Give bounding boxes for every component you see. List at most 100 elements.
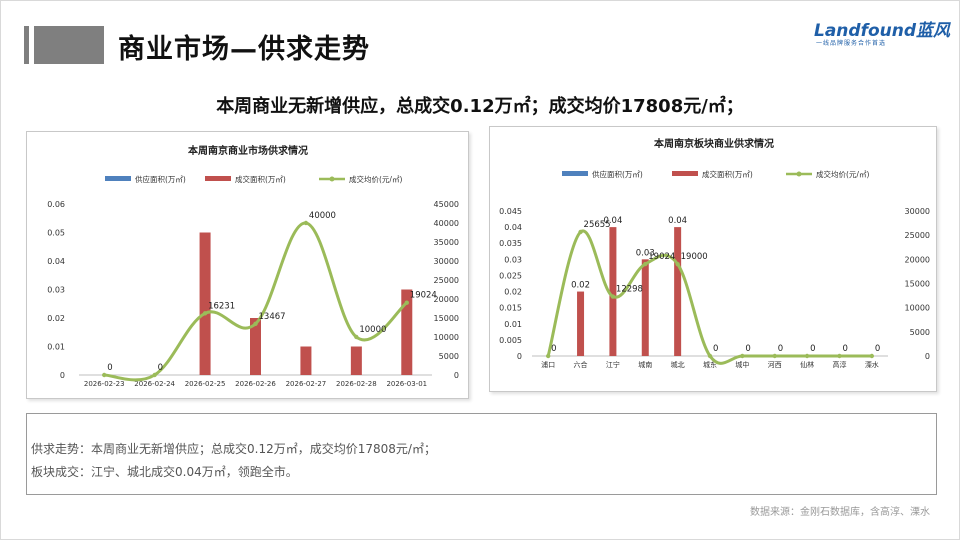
city-price-label: 40000 [309, 211, 336, 221]
district-deal-bar [577, 291, 585, 356]
city-price-point [102, 372, 107, 378]
headline: 本周商业无新增供应，总成交0.12万㎡；成交均价17808元/㎡； [216, 96, 744, 117]
district-price-label: 0 [778, 344, 783, 354]
district-price-point [772, 353, 777, 359]
district-legend-label-0: 供应面积(万㎡) [592, 169, 643, 179]
district-x-tick: 河西 [768, 361, 782, 369]
city-x-tick: 2026-03-01 [386, 380, 427, 388]
city-y-tick: 0.01 [47, 343, 65, 352]
district-price-point [869, 353, 875, 359]
district-price-point [707, 353, 713, 359]
city-price-point [404, 300, 409, 305]
city-deal-bar [401, 289, 413, 375]
logo-wordmark: Landfound蓝风 [814, 21, 951, 41]
title-accent-bar [24, 26, 104, 64]
city-y-tick: 0.06 [47, 200, 65, 209]
district-y2-tick: 0 [925, 352, 930, 361]
city-deal-bar [300, 346, 312, 375]
city-y2-tick: 25000 [434, 276, 459, 285]
district-y-tick: 0.015 [499, 304, 522, 313]
district-legend-label-2: 成交均价(元/㎡) [816, 169, 869, 179]
city-legend-marker-price [329, 176, 335, 182]
district-price-point [578, 229, 583, 235]
district-y2-tick: 10000 [905, 304, 930, 313]
district-price-point [643, 261, 648, 267]
district-legend-swatch-supply [562, 171, 588, 176]
city-y2-tick: 35000 [434, 238, 459, 247]
city-price-point [152, 372, 157, 378]
city-y2-tick: 30000 [434, 257, 459, 266]
city-x-tick: 2026-02-25 [185, 380, 226, 388]
district-deal-bar [609, 227, 617, 356]
district-y-tick: 0.035 [499, 239, 522, 248]
district-legend-label-1: 成交面积(万㎡) [702, 169, 753, 179]
city-x-tick: 2026-02-27 [286, 380, 327, 388]
district-x-tick: 城东 [703, 360, 717, 369]
district-x-tick: 城中 [735, 360, 749, 369]
city-y-tick: 0.02 [47, 314, 65, 323]
district-x-tick: 溧水 [865, 360, 879, 369]
district-y-tick: 0.01 [504, 320, 522, 329]
summary-district-deals: 板块成交：江宁、城北成交0.04万㎡，领跑全市。 [31, 465, 298, 479]
district-deal-bar-label: 0.04 [668, 216, 687, 226]
district-y2-tick: 15000 [905, 280, 930, 289]
city-y2-tick: 10000 [434, 333, 459, 342]
city-y2-tick: 0 [454, 371, 459, 380]
district-price-point [675, 261, 680, 267]
city-price-label: 19024 [410, 291, 437, 301]
data-source-note: 数据来源：金刚石数据库，含高淳、溧水 [750, 507, 930, 518]
district-x-tick: 六合 [574, 360, 588, 369]
district-deal-bar [641, 259, 649, 356]
district-x-tick: 城南 [638, 360, 652, 369]
city-legend-swatch-supply [105, 176, 131, 181]
city-x-tick: 2026-02-23 [84, 380, 125, 388]
district-price-point [545, 353, 551, 359]
district-price-point [740, 353, 745, 359]
district-price-label: 0 [713, 344, 718, 354]
district-deal-bar [674, 227, 682, 356]
city-price-point [303, 220, 309, 226]
city-y2-tick: 20000 [434, 295, 459, 304]
district-deal-bar-label: 0.04 [603, 216, 622, 226]
page-title: 商业市场—供求走势 [118, 34, 370, 65]
city-price-label: 13467 [259, 312, 286, 322]
city-deal-bar [250, 318, 261, 375]
city-legend-label-2: 成交均价(元/㎡) [349, 174, 402, 184]
logo-tagline: 一线品牌服务合作首选 [816, 40, 887, 47]
city-price-point [253, 321, 258, 327]
city-y2-tick: 40000 [434, 219, 459, 228]
district-price-label: 19000 [681, 252, 708, 262]
district-y2-tick: 25000 [905, 231, 930, 240]
city-price-point [202, 311, 208, 316]
city-y2-tick: 45000 [434, 200, 459, 209]
city-deal-bar [350, 346, 362, 375]
district-price-label: 12298 [616, 285, 643, 295]
district-legend-marker-price [796, 171, 802, 177]
district-y-tick: 0 [517, 352, 522, 361]
district-market-chart: 本周南京板块商业供求情况 供应面积(万㎡) 成交面积(万㎡) 成交均价(元/㎡) 0 0.… [489, 126, 937, 392]
district-deal-bar-label: 0.02 [571, 281, 590, 291]
city-price-label: 0 [158, 363, 163, 373]
city-price-label: 10000 [359, 325, 386, 335]
district-y2-tick: 30000 [905, 207, 930, 216]
city-x-tick: 2026-02-24 [134, 380, 175, 388]
city-y-tick: 0.04 [47, 257, 65, 266]
district-price-label: 25655 [584, 220, 611, 230]
city-price-point [354, 334, 359, 340]
city-legend-swatch-deal [205, 176, 231, 181]
district-price-label: 0 [810, 344, 815, 354]
district-x-tick: 仙林 [800, 360, 814, 369]
district-y-tick: 0.005 [499, 336, 522, 345]
district-y2-tick: 5000 [910, 328, 930, 337]
city-price-label: 16231 [208, 301, 235, 311]
city-legend-label-1: 成交面积(万㎡) [235, 174, 286, 184]
district-x-tick: 浦口 [541, 360, 555, 369]
district-y-tick: 0.03 [504, 255, 522, 264]
company-logo: Landfound蓝风 一线品牌服务合作首选 [814, 16, 950, 48]
district-price-line [546, 229, 872, 365]
district-price-point [610, 294, 616, 299]
district-price-label: 0 [842, 344, 847, 354]
district-y-tick: 0.04 [504, 223, 522, 232]
